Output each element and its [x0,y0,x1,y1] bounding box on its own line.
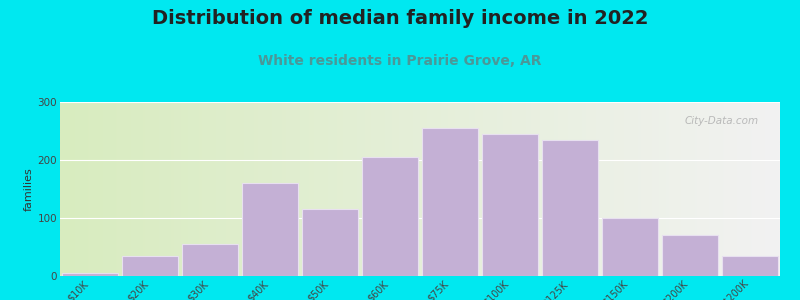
Bar [362,157,418,276]
Bar [422,128,478,276]
Text: Distribution of median family income in 2022: Distribution of median family income in … [152,9,648,28]
Bar [302,209,358,276]
Bar [482,134,538,276]
Bar [662,236,718,276]
Y-axis label: families: families [23,167,34,211]
Bar [182,244,238,276]
Bar [602,218,658,276]
Bar [722,256,778,276]
Bar [542,140,598,276]
Bar [62,273,118,276]
Text: White residents in Prairie Grove, AR: White residents in Prairie Grove, AR [258,54,542,68]
Text: City-Data.com: City-Data.com [684,116,758,126]
Bar [122,256,178,276]
Bar [242,183,298,276]
